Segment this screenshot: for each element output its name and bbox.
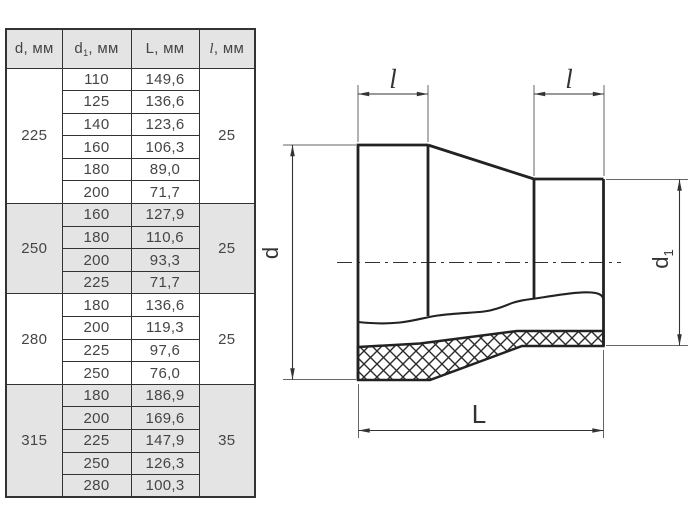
table-row: 200 169,6 [6, 406, 255, 430]
cell-l: 25 [198, 203, 256, 295]
col-header-l: l, мм [198, 28, 256, 69]
break-line [357, 291, 605, 325]
cell-L: 136,6 [130, 90, 200, 114]
table-row: 280 180 136,6 25 [5, 293, 256, 385]
cell-d1: 280 [61, 474, 132, 498]
cell-d1: 180 [61, 157, 132, 182]
cell-L: 100,3 [130, 474, 200, 498]
hatch-section [356, 329, 605, 382]
cell-L: 97,6 [130, 338, 200, 363]
cell-d1: 180 [61, 293, 132, 318]
dimension-d1: d1 [606, 179, 688, 346]
cell-L: 127,9 [130, 203, 200, 227]
cell-d1: 125 [61, 90, 132, 114]
table-row: 180 110,6 [6, 225, 255, 250]
cell-d1: 250 [61, 451, 132, 476]
cell-d1: 180 [61, 383, 132, 408]
table-row: 225 71,7 [6, 270, 255, 295]
cell-d1: 250 [61, 361, 132, 385]
cell-d1: 160 [61, 135, 132, 159]
cell-L: 76,0 [130, 361, 200, 385]
cell-d1: 200 [61, 180, 132, 205]
label-l-left: l [389, 64, 397, 94]
cell-l: 25 [198, 293, 256, 385]
table-row: 250 160 127,9 25 [5, 203, 256, 295]
cell-L: 149,6 [130, 67, 200, 92]
label-d: d [258, 247, 283, 259]
cell-L: 126,3 [130, 451, 200, 476]
table-body: 225 110 149,6 25 125 136,6 140 123,6 160 106,3 180… [5, 67, 256, 498]
cell-d: 280 [5, 293, 63, 385]
dimensions-table: d, мм d1, мм L, мм l, мм 225 110 149,6 25 12… [5, 28, 256, 499]
cell-L: 169,6 [130, 406, 200, 430]
cell-L: 123,6 [130, 112, 200, 137]
table-row: 160 106,3 [6, 135, 255, 159]
cell-L: 147,9 [130, 429, 200, 453]
cell-d: 315 [5, 383, 63, 498]
table-row: 225 97,6 [6, 338, 255, 363]
part-outline [356, 143, 605, 380]
table-row: 125 136,6 [6, 90, 255, 114]
cell-d1: 225 [61, 338, 132, 363]
cell-d1: 110 [61, 67, 132, 92]
cell-d1: 180 [61, 225, 132, 250]
table-header-row: d, мм d1, мм L, мм l, мм [5, 28, 256, 69]
cell-L: 110,6 [130, 225, 200, 250]
cell-L: 136,6 [130, 293, 200, 318]
cell-L: 93,3 [130, 248, 200, 272]
cell-d1: 160 [61, 203, 132, 227]
label-l-right: l [565, 64, 573, 94]
cell-d1: 225 [61, 429, 132, 453]
label-L: L [472, 399, 486, 429]
dimension-l-right: l [533, 64, 605, 176]
table-row: 225 147,9 [6, 429, 255, 453]
col-header-d: d, мм [5, 28, 63, 69]
table-row: 200 119,3 [6, 316, 255, 340]
dimension-l-left: l [357, 64, 429, 142]
cell-L: 106,3 [130, 135, 200, 159]
cell-L: 89,0 [130, 157, 200, 182]
cell-L: 71,7 [130, 270, 200, 295]
cell-L: 71,7 [130, 180, 200, 205]
cell-d1: 225 [61, 270, 132, 295]
cell-l: 25 [198, 67, 256, 205]
table-row: 315 180 186,9 35 [5, 383, 256, 498]
dimension-L: L [358, 350, 604, 438]
col-header-L: L, мм [130, 28, 200, 69]
table-row: 140 123,6 [6, 112, 255, 137]
table-row: 200 93,3 [6, 248, 255, 272]
cell-d1: 200 [61, 316, 132, 340]
cell-d: 250 [5, 203, 63, 295]
table-row: 200 71,7 [6, 180, 255, 205]
cell-L: 186,9 [130, 383, 200, 408]
col-header-d1: d1, мм [61, 28, 132, 69]
cell-d1: 200 [61, 406, 132, 430]
dimension-d: d [258, 144, 356, 380]
table-row: 225 110 149,6 25 [5, 67, 256, 205]
table-row: 280 100,3 [6, 474, 255, 498]
cell-d1: 140 [61, 112, 132, 137]
label-d1: d1 [648, 249, 676, 268]
cell-L: 119,3 [130, 316, 200, 340]
table-row: 250 126,3 [6, 451, 255, 476]
cell-l: 35 [198, 383, 256, 498]
cell-d1: 200 [61, 248, 132, 272]
cell-d: 225 [5, 67, 63, 205]
